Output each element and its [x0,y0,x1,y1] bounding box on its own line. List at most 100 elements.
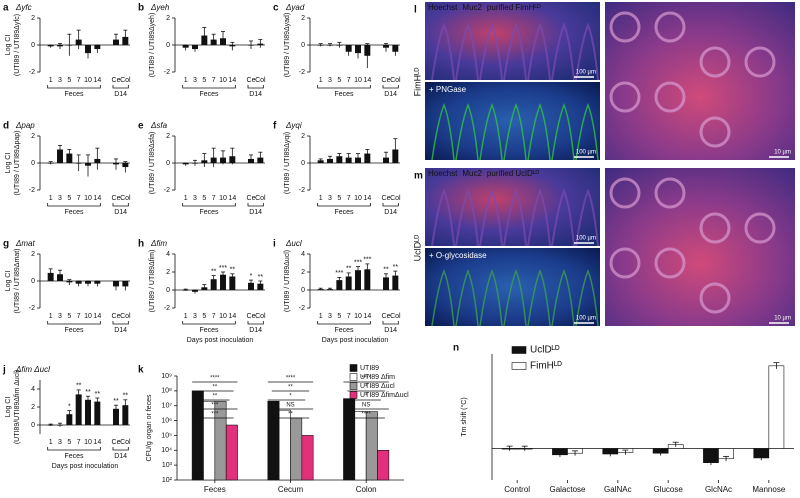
x-tick-label: 7 [77,313,81,320]
x-tick-label: 3 [58,77,62,84]
x-tick-label: 1 [184,77,188,84]
significance: **** [361,412,371,418]
group-label: Feces [64,453,84,460]
tissue-fold [479,102,503,161]
crypt [744,46,776,78]
tissue-fold [431,102,455,161]
group-bracket [182,203,236,207]
y-axis-label: Tm shift (°C) [460,397,468,436]
x-axis-label: Days post inoculation [322,337,389,344]
scale-label: 100 µm [576,70,596,76]
x-tick-label: 1 [184,313,188,320]
significance: ** [393,264,399,271]
tissue-fold [503,102,527,161]
x-axis-label: Days post inoculation [187,337,254,344]
x-tick-label: Ce [112,439,121,446]
x-tick-label: 3 [328,195,332,202]
y-tick-label: -2 [299,305,305,312]
legend-label: UclDᴸᴰ [530,345,560,356]
panel-label: c [273,3,279,14]
bar [57,149,63,163]
x-tick-label: 1 [49,77,53,84]
group-label: Feces [199,91,219,98]
significance: ** [288,412,293,418]
panel-label: h [138,239,144,250]
y-axis-label: (UTI89 / UTI89Δyad) [284,13,291,78]
panel-label: g [3,239,9,250]
y-axis-label: (UTI89 / UTI89Δyfc) [14,14,21,76]
x-tick-label: 7 [347,195,351,202]
y-tick-label: 4 [166,251,170,258]
micrograph [425,2,600,80]
tissue-fold [503,22,527,81]
micrograph [425,82,600,160]
crypt [699,46,731,78]
tissue-fold [431,22,455,81]
tissue-fold [575,102,599,161]
group-bracket [382,85,399,89]
micrograph [425,168,600,246]
y-axis-label: (UTI89 / UTI89Δfim) [149,250,156,313]
x-tick-label: 7 [347,313,351,320]
x-tick-label: 5 [337,313,341,320]
bar [66,153,73,163]
tissue-fold [527,22,551,81]
panel-label: l [414,5,417,16]
crypt [609,11,641,43]
tissue-fold [455,268,479,327]
y-tick-label: -2 [164,187,170,194]
x-tick-label: Colon [356,485,377,494]
x-tick-label: 14 [228,195,236,202]
x-tick-label: 3 [328,77,332,84]
bar [377,449,390,481]
tissue-fold [431,188,455,247]
x-tick-label: 7 [77,77,81,84]
crypt [609,177,641,209]
x-tick-label: 10 [354,77,362,84]
x-tick-label: 3 [58,439,62,446]
panel-label: m [414,171,423,182]
panel-title: Δfim Δucl [15,365,50,374]
x-tick-label: 1 [319,195,323,202]
scale-label: 100 µm [576,150,596,156]
x-tick-label: Ce [382,195,391,202]
y-tick-label: 2 [301,15,305,22]
x-tick-label: 1 [184,195,188,202]
group-label: Feces [64,209,84,216]
y-axis-label: (UTI89 / UTI89Δucl) [284,250,291,312]
x-tick-label: 10 [84,77,92,84]
group-label: D14 [114,91,127,98]
x-tick-label: 14 [228,77,236,84]
tissue-fold [503,188,527,247]
x-tick-label: 7 [212,313,216,320]
legend-label: UTI89 ΔfimΔucl [360,392,409,399]
x-tick-label: Ce [382,313,391,320]
significance: **** [286,376,296,382]
significance: ** [76,383,82,390]
panel-label: n [453,343,459,354]
bar [345,276,352,290]
x-tick-label: 3 [193,195,197,202]
bar [355,270,361,290]
legend-swatch [349,364,358,372]
x-tick-label: Col [390,77,401,84]
bar [267,400,280,481]
panel-title: Δsfa [150,121,168,130]
group-bracket [247,85,264,89]
y-tick-label: -2 [29,187,35,194]
tissue-fold [527,188,551,247]
bar [210,279,217,290]
tissue-fold [575,268,599,327]
significance: ** [288,385,293,391]
legend-label: UTI89 [360,365,379,372]
significance: ** [258,274,264,281]
group-bracket [47,203,101,207]
y-tick-label: 4 [31,386,35,393]
y-tick-label: 0 [166,160,170,167]
y-tick-label: 2 [31,15,35,22]
group-label: D14 [249,327,262,334]
legend-swatch [349,373,358,381]
x-tick-label: 3 [328,313,332,320]
x-tick-label: 5 [67,195,71,202]
group-label: D14 [384,209,397,216]
